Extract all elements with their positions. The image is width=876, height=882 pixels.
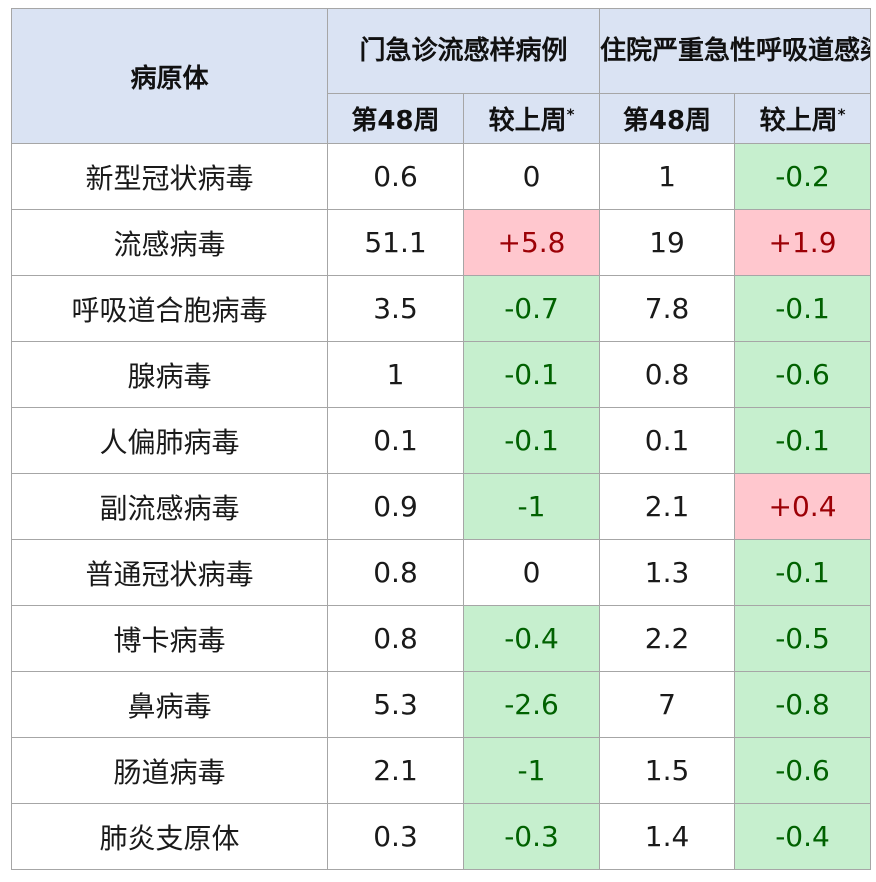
table-row: 呼吸道合胞病毒 3.5 -0.7 7.8 -0.1 [11, 275, 872, 342]
outpatient-week-cell: 0.1 [327, 407, 464, 474]
outpatient-change-header: 较上周* [462, 93, 601, 144]
inpatient-change-cell: -0.6 [734, 341, 872, 408]
outpatient-group-header: 门急诊流感样病例 [326, 8, 601, 94]
inpatient-week-cell: 1 [599, 143, 736, 210]
inpatient-week-header: 第48周 [599, 93, 736, 144]
pathogen-name-cell: 肺炎支原体 [11, 803, 328, 870]
inpatient-week-cell: 7 [599, 671, 736, 738]
inpatient-change-cell: -0.6 [734, 737, 872, 804]
inpatient-change-cell: -0.2 [734, 143, 872, 210]
inpatient-change-cell: -0.1 [734, 539, 872, 606]
table-row: 普通冠状病毒 0.8 0 1.3 -0.1 [11, 539, 872, 606]
outpatient-change-cell: 0 [462, 143, 601, 210]
change-label: 较上周 [488, 106, 567, 136]
inpatient-week-cell: 19 [599, 209, 736, 276]
inpatient-change-cell: -0.1 [734, 407, 872, 474]
pathogen-name-cell: 肠道病毒 [11, 737, 328, 804]
inpatient-change-header: 较上周* [734, 93, 872, 144]
outpatient-week-cell: 2.1 [327, 737, 464, 804]
pathogen-name-cell: 普通冠状病毒 [11, 539, 328, 606]
outpatient-week-cell: 51.1 [327, 209, 464, 276]
outpatient-week-cell: 3.5 [327, 275, 464, 342]
inpatient-change-cell: +1.9 [734, 209, 872, 276]
table-header: 病原体 门急诊流感样病例 住院严重急性呼吸道感染病例 第48周 较上周* 第48… [11, 8, 872, 144]
table-row: 肺炎支原体 0.3 -0.3 1.4 -0.4 [11, 803, 872, 870]
table-body: 新型冠状病毒 0.6 0 1 -0.2 流感病毒 51.1 +5.8 19 +1.9 呼吸道合胞病毒… [11, 143, 872, 870]
outpatient-week-cell: 5.3 [327, 671, 464, 738]
table-row: 流感病毒 51.1 +5.8 19 +1.9 [11, 209, 872, 276]
outpatient-change-cell: -0.4 [462, 605, 601, 672]
inpatient-change-cell: -0.4 [734, 803, 872, 870]
outpatient-week-header: 第48周 [327, 93, 464, 144]
pathogen-name-cell: 鼻病毒 [11, 671, 328, 738]
outpatient-change-cell: -1 [462, 737, 601, 804]
inpatient-week-cell: 1.3 [599, 539, 736, 606]
inpatient-change-cell: -0.5 [734, 605, 872, 672]
outpatient-change-cell: 0 [462, 539, 601, 606]
header-group-row: 病原体 门急诊流感样病例 住院严重急性呼吸道感染病例 [11, 8, 872, 144]
pathogen-column-header: 病原体 [11, 8, 328, 144]
pathogen-name-cell: 流感病毒 [11, 209, 328, 276]
table-row: 副流感病毒 0.9 -1 2.1 +0.4 [11, 473, 872, 540]
outpatient-week-cell: 1 [327, 341, 464, 408]
outpatient-change-cell: -1 [462, 473, 601, 540]
inpatient-change-cell: -0.1 [734, 275, 872, 342]
outpatient-week-cell: 0.8 [327, 605, 464, 672]
inpatient-change-cell: +0.4 [734, 473, 872, 540]
table-row: 腺病毒 1 -0.1 0.8 -0.6 [11, 341, 872, 408]
table-row: 人偏肺病毒 0.1 -0.1 0.1 -0.1 [11, 407, 872, 474]
inpatient-week-cell: 2.1 [599, 473, 736, 540]
footnote-mark: * [566, 105, 575, 124]
header-sub-row: 第48周 较上周* 第48周 较上周* [12, 93, 872, 144]
outpatient-week-cell: 0.3 [327, 803, 464, 870]
outpatient-change-cell: -0.7 [462, 275, 601, 342]
outpatient-change-cell: +5.8 [462, 209, 601, 276]
inpatient-change-cell: -0.8 [734, 671, 872, 738]
table-row: 博卡病毒 0.8 -0.4 2.2 -0.5 [11, 605, 872, 672]
inpatient-group-header: 住院严重急性呼吸道感染病例 [599, 8, 872, 94]
outpatient-week-cell: 0.6 [327, 143, 464, 210]
pathogen-name-cell: 呼吸道合胞病毒 [11, 275, 328, 342]
pathogen-name-cell: 博卡病毒 [11, 605, 328, 672]
pathogen-name-cell: 副流感病毒 [11, 473, 328, 540]
outpatient-week-cell: 0.9 [327, 473, 464, 540]
table-row: 肠道病毒 2.1 -1 1.5 -0.6 [11, 737, 872, 804]
inpatient-week-cell: 0.1 [599, 407, 736, 474]
pathogen-table: 病原体 门急诊流感样病例 住院严重急性呼吸道感染病例 第48周 较上周* 第48… [11, 8, 872, 870]
inpatient-week-cell: 1.4 [599, 803, 736, 870]
inpatient-week-cell: 7.8 [599, 275, 736, 342]
outpatient-change-cell: -0.1 [462, 407, 601, 474]
outpatient-week-cell: 0.8 [327, 539, 464, 606]
table-row: 新型冠状病毒 0.6 0 1 -0.2 [11, 143, 872, 210]
outpatient-change-cell: -2.6 [462, 671, 601, 738]
footnote-mark: * [837, 105, 846, 124]
outpatient-change-cell: -0.3 [462, 803, 601, 870]
pathogen-name-cell: 腺病毒 [11, 341, 328, 408]
outpatient-change-cell: -0.1 [462, 341, 601, 408]
inpatient-week-cell: 1.5 [599, 737, 736, 804]
table-row: 鼻病毒 5.3 -2.6 7 -0.8 [11, 671, 872, 738]
change-label: 较上周 [759, 106, 838, 136]
pathogen-name-cell: 人偏肺病毒 [11, 407, 328, 474]
inpatient-week-cell: 2.2 [599, 605, 736, 672]
pathogen-name-cell: 新型冠状病毒 [11, 143, 328, 210]
inpatient-week-cell: 0.8 [599, 341, 736, 408]
